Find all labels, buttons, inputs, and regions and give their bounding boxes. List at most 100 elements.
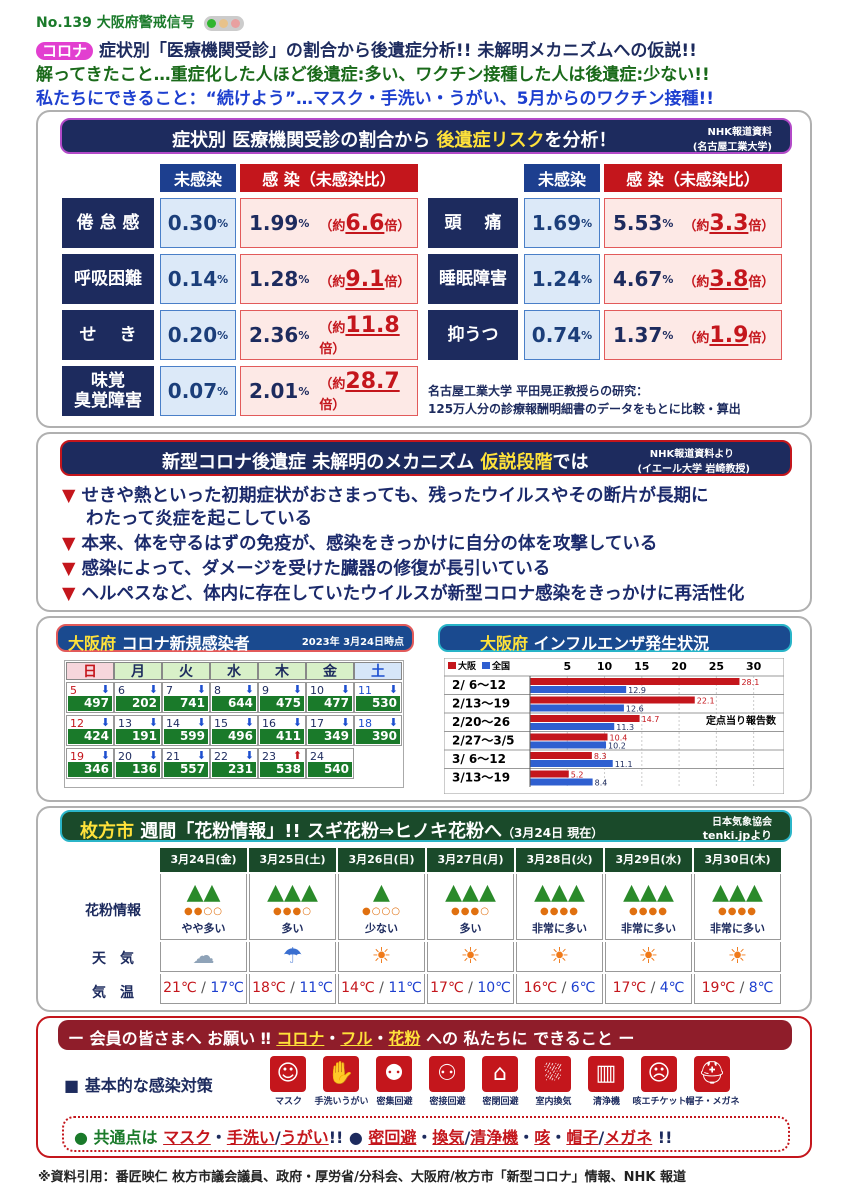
calendar-date: 13 [118,717,132,730]
header-line3: 私たちにできること：“続けよう”…マスク・手洗い・うがい、5月からのワクチン接種… [36,89,714,109]
calendar-day: 14 ⬇ 599 [162,715,210,746]
pollen-dots: ●●●○ [451,906,490,917]
ratio-number: 11.8 [345,313,400,338]
calendar-day: 6 ⬇ 202 [114,682,162,713]
measures-label: ■ 基本的な感染対策 [64,1076,213,1095]
pct-unit: % [581,272,593,286]
calendar-count: 496 [212,729,256,744]
measure-label: 室内換気 [535,1097,572,1107]
uninfected-value: 0.30% [160,198,236,248]
corona-badge: コロナ [36,42,94,60]
temp-sep: / [285,980,300,996]
ratio-suffix: 倍） [748,330,775,346]
weather-box [694,942,781,972]
ratio-prefix: （約 [319,274,346,290]
pollen-day-box [338,874,425,940]
down-arrow-icon: ⬇ [292,683,302,696]
down-arrow-icon: ⬇ [100,716,110,729]
uninfected-number: 0.20 [167,323,218,347]
pollen-dots: ●○○○ [362,906,401,917]
down-arrow-icon: ⬇ [196,683,206,696]
pct-unit: % [581,328,593,342]
down-arrow-icon: ⬇ [100,749,110,762]
calendar-count: 411 [260,729,304,744]
calendar-count: 136 [116,762,160,777]
weather-box [516,942,603,972]
measure-icon: ✋ [323,1056,359,1092]
pct-unit: % [298,384,310,398]
calendar-count: 202 [116,696,160,711]
calendar-day: 9 ⬇ 475 [258,682,306,713]
issue-title: No.139 大阪府警戒信号 [36,12,244,32]
header-line1: コロナ 症状別「医療機関受診」の割合から後遺症分析!! 未解明メカニズムへの仮説… [36,36,697,61]
down-arrow-icon: ⬇ [340,716,350,729]
risk-row-label: せ き [62,310,154,360]
temp-box [516,974,603,1004]
calendar-count: 557 [164,762,208,777]
pollen-level: 少ない [365,922,398,935]
temp-low: 11℃ [299,980,333,996]
temp-box [249,974,336,1004]
category-label: 3/13〜19 [452,771,510,785]
weather-icon: ☂ [282,944,303,969]
data-label: 22.1 [697,697,715,706]
calendar-count: 540 [308,762,352,777]
x-tick-label: 25 [709,660,724,673]
risk-row-label: 呼吸困難 [62,254,154,304]
ratio-suffix: 倍） [384,274,411,290]
ratio-prefix: （約 [683,218,710,234]
temp-high: 14℃ [341,980,375,996]
ratio-suffix: 倍） [319,342,346,357]
down-arrow-icon: ⬇ [244,716,254,729]
calendar-day: 18 ⬇ 390 [354,715,402,746]
temp-low: 10℃ [477,980,511,996]
calendar-day: 15 ⬇ 496 [210,715,258,746]
uninfected-value: 1.24% [524,254,600,304]
calendar-date: 8 [214,684,221,697]
calendar-date: 19 [70,750,84,763]
calendar-day: 22 ⬇ 231 [210,748,258,779]
infected-number: 5.53 [613,211,663,235]
calendar-date: 20 [118,750,132,763]
weather-box [160,942,247,972]
flu-title: 大阪府 インフルエンザ発生状況 [480,634,710,653]
bar [530,686,627,693]
uninfected-number: 0.14 [167,267,218,291]
down-arrow-icon: ⬇ [100,683,110,696]
risk-note2: 125万人分の診療報酬明細書のデータをもとに比較・算出 [428,402,741,416]
x-tick-label: 15 [634,660,649,673]
mechanism-title-band: 新型コロナ後遺症 未解明のメカニズム 仮説段階では NHK報道資料より (イエー… [60,440,792,476]
weather-box [427,942,514,972]
calendar-count: 741 [164,696,208,711]
ratio-suffix: 倍） [319,398,346,413]
common-points: ● 共通点は マスク・手洗い/うがい!! ● 密回避・換気/清浄機・咳・帽子/メ… [62,1116,790,1152]
hdr-uninfected-right: 未感染 [524,164,600,192]
measure-icon: ☹ [641,1056,677,1092]
pollen-dots: ●●●● [540,906,579,917]
calendar-day: 23 ⬆ 538 [258,748,306,779]
mechanism-bullet-1: ▼ せきや熱といった初期症状がおさまっても、残ったウイルスやその断片が長期に [62,486,709,506]
temp-sep: / [196,980,211,996]
mechanism-bullet-1b: わたって炎症を起こしている [86,509,313,529]
infected-number: 1.28 [249,267,299,291]
calendar-weekday: 木 [258,662,306,680]
temperature: 17℃ / 4℃ [605,980,692,996]
ratio-number: 6.6 [345,210,385,236]
calendar-count: 349 [308,729,352,744]
calendar-date: 15 [214,717,228,730]
uninfected-number: 0.30 [167,211,218,235]
infected-value: 5.53% （約3.3倍） [604,198,782,248]
temp-high: 19℃ [701,980,736,996]
temperature: 16℃ / 6℃ [516,980,603,996]
weather-icon: ☀ [460,944,481,969]
mechanism-source2: (イエール大学 岩崎教授) [637,464,750,475]
legend-label: 全国 [491,660,510,672]
calendar-date: 10 [310,684,324,697]
calendar-day: 20 ⬇ 136 [114,748,162,779]
risk-row-label: 抑うつ [428,310,518,360]
uninfected-value: 0.20% [160,310,236,360]
calendar-weekday: 水 [210,662,258,680]
ratio-number: 9.1 [345,266,385,292]
pollen-level: やや多い [181,922,226,935]
pct-unit: % [298,328,310,342]
